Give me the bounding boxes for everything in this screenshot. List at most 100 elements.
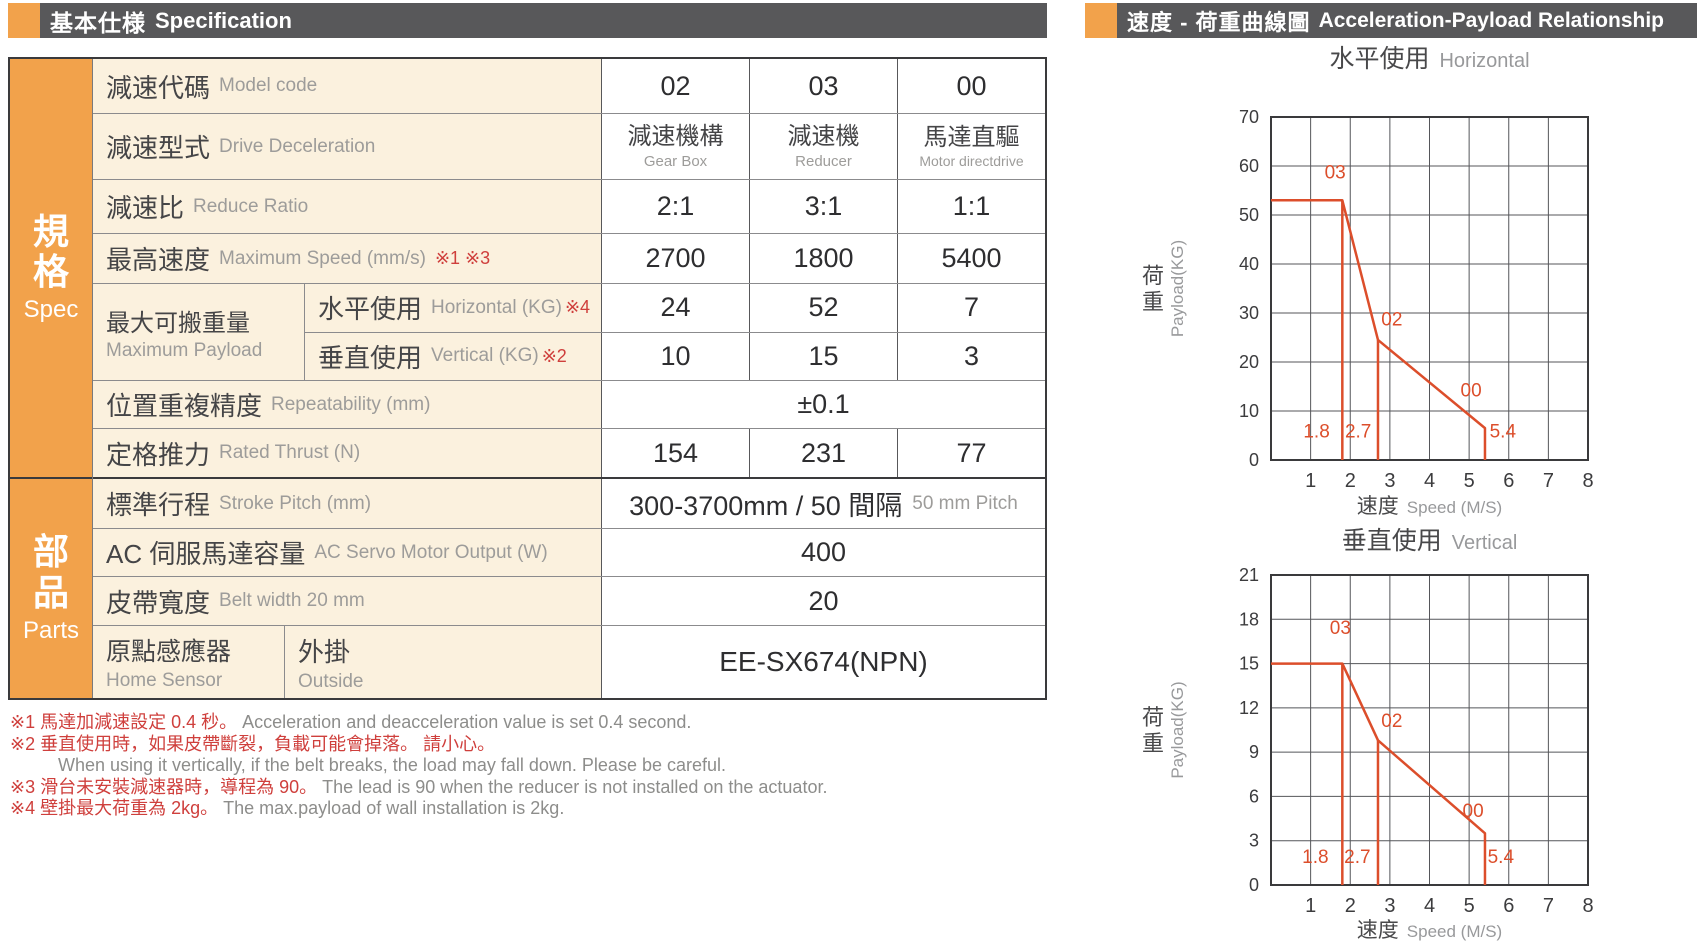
x-axis-title: 速度 Speed (M/S) [1357, 919, 1502, 942]
row-label-en: AC Servo Motor Output (W) [314, 541, 548, 563]
row-label-en: Rated Thrust (N) [219, 442, 361, 463]
annotation-03: 03 [1330, 618, 1351, 639]
value-cell: 24 [601, 284, 749, 332]
y-axis-title-en: Payload(KG) [1168, 681, 1187, 778]
subrow-vertical-payload: 垂直使用 Vertical (KG) ※2 10 15 3 [304, 331, 1045, 380]
spec-section: 減速代碼 Model code 02 03 00 減速型式 Drive Dece… [93, 59, 1045, 477]
svg-text:18: 18 [1239, 609, 1259, 629]
row-label-zh: 位置重複精度 [106, 391, 263, 421]
svg-text:8: 8 [1582, 470, 1593, 492]
value-sub: 50 mm Pitch [912, 492, 1018, 514]
svg-text:20: 20 [1239, 352, 1259, 372]
subrow-label: 垂直使用 Vertical (KG) ※2 [304, 332, 601, 380]
y-axis-title-zh: 荷 [1142, 705, 1164, 730]
table-row-max-speed: 最高速度 Maximum Speed (mm/s) ※1 ※3 2700 180… [93, 234, 1045, 284]
value-cell: 2:1 [601, 180, 749, 233]
row-label-en: Maximum Speed (mm/s) [219, 247, 426, 269]
parts-section: 標準行程 Stroke Pitch (mm) 300-3700mm / 50 間… [93, 477, 1045, 698]
value-cell: 52 [749, 284, 897, 332]
row-label-en: Repeatability (mm) [271, 393, 431, 415]
svg-text:4: 4 [1424, 895, 1435, 917]
table-row-belt-width: 皮帶寬度 Belt width 20 mm 20 [93, 577, 1045, 626]
value-cell: 1:1 [897, 180, 1045, 233]
table-row-stroke: 標準行程 Stroke Pitch (mm) 300-3700mm / 50 間… [93, 479, 1045, 529]
chart-title: 水平使用 Horizontal [1329, 45, 1529, 73]
right-header-title-en: Acceleration-Payload Relationship [1318, 8, 1664, 32]
value-zh: 馬達直驅 [923, 123, 1020, 151]
svg-text:0: 0 [1249, 450, 1259, 470]
row-label: AC 伺服馬達容量 AC Servo Motor Output (W) [93, 529, 601, 576]
svg-text:8: 8 [1582, 895, 1593, 917]
subrow-horizontal-payload: 水平使用 Horizontal (KG) ※4 24 52 7 [304, 284, 1045, 332]
value-cell: 7 [897, 284, 1045, 332]
row-label-zh: 最高速度 [106, 245, 211, 275]
svg-text:0: 0 [1249, 875, 1259, 895]
left-header-accent-block [8, 3, 40, 38]
svg-text:30: 30 [1239, 303, 1259, 323]
table-row-drive-type: 減速型式 Drive Deceleration 減速機構 Gear Box 減速… [93, 114, 1045, 180]
svg-text:3: 3 [1384, 895, 1395, 917]
row-label: 定格推力 Rated Thrust (N) [93, 429, 601, 477]
svg-text:12: 12 [1239, 698, 1259, 718]
value-cell: 減速機 Reducer [749, 114, 897, 179]
subrow-label-ref: ※4 [564, 297, 591, 318]
footnote-1: ※1 馬達加減速設定 0.4 秒。 Acceleration and deacc… [10, 712, 692, 732]
spec-band: 規格 Spec [10, 59, 92, 477]
annotation-2.7: 2.7 [1345, 421, 1371, 442]
annotation-02: 02 [1381, 711, 1402, 732]
parts-band-label-zh: 部品 [32, 531, 69, 613]
row-label: 位置重複精度 Repeatability (mm) [93, 381, 601, 428]
spec-band-label-zh: 規格 [32, 210, 69, 292]
subrow-label-en: Horizontal (KG) [431, 296, 562, 318]
svg-text:70: 70 [1239, 107, 1259, 127]
row-label-zh: 減速代碼 [106, 72, 211, 103]
table-row-reduce-ratio: 減速比 Reduce Ratio 2:1 3:1 1:1 [93, 180, 1045, 234]
value-cell: 2700 [601, 234, 749, 283]
value-cell: 154 [601, 429, 749, 477]
annotation-00: 00 [1461, 380, 1482, 401]
row-label-en: Maximum Payload [106, 339, 263, 361]
subrow-label-en: Vertical (KG) [431, 345, 539, 367]
right-header-title-zh: 速度 - 荷重曲線圖 [1127, 9, 1311, 35]
svg-text:6: 6 [1249, 786, 1259, 806]
y-axis-title-en: Payload(KG) [1168, 240, 1187, 337]
row-label-en: Model code [219, 75, 318, 96]
svg-text:60: 60 [1239, 156, 1259, 176]
svg-text:2: 2 [1345, 895, 1356, 917]
row-label: 減速代碼 Model code [93, 59, 601, 113]
table-row-servo-output: AC 伺服馬達容量 AC Servo Motor Output (W) 400 [93, 529, 1045, 577]
value-en: Gear Box [643, 152, 708, 170]
svg-text:50: 50 [1239, 205, 1259, 225]
row-label: 皮帶寬度 Belt width 20 mm [93, 577, 601, 625]
row-label-en: Outside [298, 670, 364, 692]
left-header-title-zh: 基本仕様 [50, 9, 146, 36]
svg-text:6: 6 [1503, 470, 1514, 492]
svg-text:21: 21 [1239, 565, 1259, 585]
value-cell: 03 [749, 59, 897, 113]
svg-text:3: 3 [1384, 470, 1395, 492]
row-label-en: Belt width 20 mm [219, 590, 365, 611]
value-cell: 10 [601, 332, 749, 380]
footnote-2: ※2 垂直使用時，如果皮帶斷裂，負載可能會掉落。 請小心。 [10, 733, 496, 754]
value-cell: 馬達直驅 Motor directdrive [897, 114, 1045, 179]
annotation-00: 00 [1463, 801, 1484, 822]
annotation-03: 03 [1325, 162, 1346, 183]
parts-band-label-en: Parts [22, 616, 79, 644]
left-header-bar: 基本仕様 Specification [40, 3, 1047, 38]
svg-text:2: 2 [1345, 470, 1356, 492]
row-label: 最大可搬重量 Maximum Payload [93, 284, 304, 380]
row-label-zh: AC 伺服馬達容量 [106, 539, 306, 569]
row-label-zh: 外掛 [298, 636, 351, 667]
value-cell-merged: ±0.1 [601, 381, 1045, 428]
horizontal-usage-chart: 水平使用 Horizontal 0 10 20 30 40 50 60 70 1 2 3 4 5 6 7 8 速度 S… [1142, 45, 1594, 518]
value-cell: 3:1 [749, 180, 897, 233]
row-label: 原點感應器 Home Sensor [93, 626, 284, 698]
svg-text:1: 1 [1305, 895, 1316, 917]
subrow-label-zh: 垂直使用 [318, 342, 423, 373]
svg-text:7: 7 [1543, 470, 1554, 492]
table-row-model-code: 減速代碼 Model code 02 03 00 [93, 59, 1045, 114]
table-row-home-sensor: 原點感應器 Home Sensor 外掛 Outside EE-SX674(NP… [93, 626, 1045, 698]
svg-text:10: 10 [1239, 401, 1259, 421]
y-axis-title-zh: 重 [1142, 731, 1164, 756]
svg-text:5: 5 [1464, 895, 1475, 917]
